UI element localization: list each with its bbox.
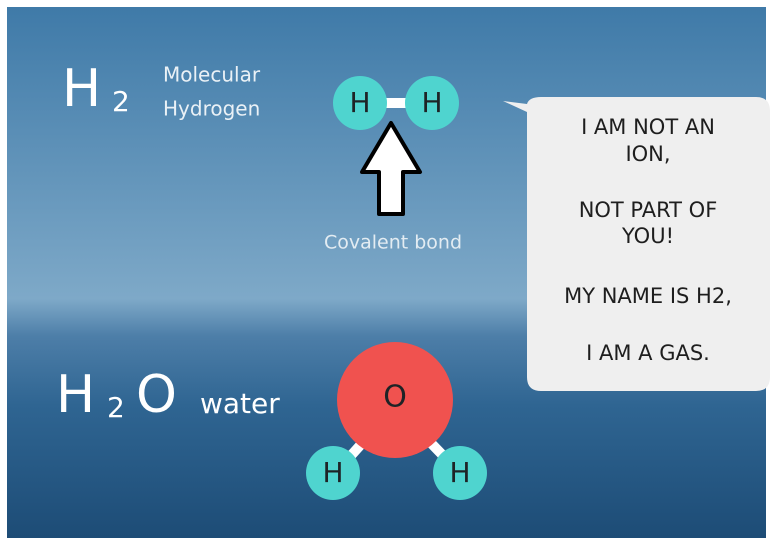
h2o-element: O <box>136 365 177 425</box>
speech-text: MY NAME IS H2, <box>564 284 732 308</box>
atom-label: H <box>322 456 343 489</box>
h2-name: Hydrogen <box>163 97 260 121</box>
speech-text: NOT PART OF <box>579 198 718 222</box>
bond-label: Covalent bond <box>324 232 462 254</box>
atom-label: H <box>449 456 470 489</box>
speech-text: I AM A GAS. <box>586 341 710 365</box>
h2-subscript: 2 <box>112 85 130 118</box>
h2-element: H <box>62 59 101 119</box>
h2-name: Molecular <box>163 63 261 87</box>
speech-text: I AM NOT AN <box>581 115 715 139</box>
h2o-name: water <box>200 387 280 420</box>
slide: H 2 Molecular Hydrogen H H Covalent bond… <box>0 0 773 546</box>
atom-label: O <box>383 380 407 415</box>
speech-text: YOU! <box>621 224 674 248</box>
atom-label: H <box>349 86 370 119</box>
atom-label: H <box>421 86 442 119</box>
h2o-element: H <box>56 365 95 425</box>
h2o-subscript: 2 <box>107 391 125 424</box>
speech-text: ION, <box>625 142 670 166</box>
